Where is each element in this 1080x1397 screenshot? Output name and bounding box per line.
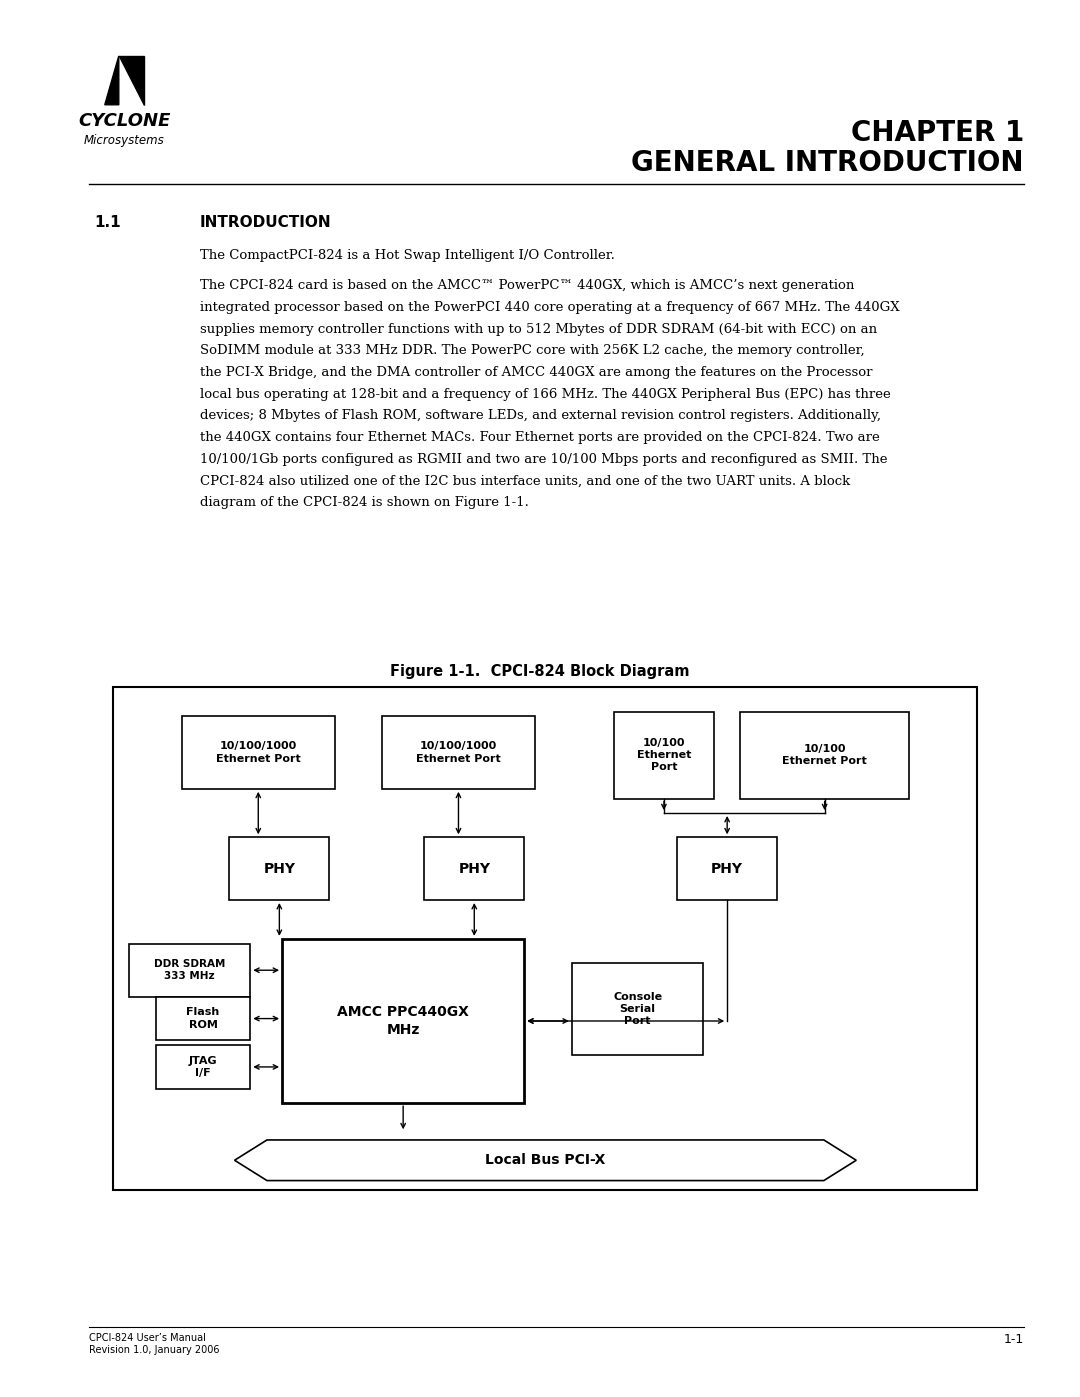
Bar — [677, 837, 778, 900]
Text: GENERAL INTRODUCTION: GENERAL INTRODUCTION — [632, 149, 1024, 177]
Text: PHY: PHY — [458, 862, 490, 876]
Text: CPCI-824 User’s Manual: CPCI-824 User’s Manual — [89, 1333, 205, 1343]
Text: CHAPTER 1: CHAPTER 1 — [851, 119, 1024, 147]
Text: CPCI-824 also utilized one of the I2C bus interface units, and one of the two UA: CPCI-824 also utilized one of the I2C bu… — [200, 474, 850, 488]
Text: local bus operating at 128-bit and a frequency of 166 MHz. The 440GX Peripheral : local bus operating at 128-bit and a fre… — [200, 387, 891, 401]
Text: 10/100/1000
Ethernet Port: 10/100/1000 Ethernet Port — [216, 742, 300, 764]
Text: The CPCI-824 card is based on the AMCC™ PowerPC™ 440GX, which is AMCC’s next gen: The CPCI-824 card is based on the AMCC™ … — [200, 279, 854, 292]
Bar — [113, 687, 977, 1190]
Text: 1.1: 1.1 — [94, 215, 121, 231]
Text: supplies memory controller functions with up to 512 Mbytes of DDR SDRAM (64-bit : supplies memory controller functions wit… — [200, 323, 877, 335]
Bar — [282, 939, 524, 1104]
Polygon shape — [105, 56, 119, 105]
Text: AMCC PPC440GX
MHz: AMCC PPC440GX MHz — [337, 1006, 469, 1037]
Text: 10/100/1000
Ethernet Port: 10/100/1000 Ethernet Port — [416, 742, 501, 764]
Text: Local Bus PCI-X: Local Bus PCI-X — [485, 1154, 606, 1168]
Bar — [229, 837, 329, 900]
Text: Flash
ROM: Flash ROM — [187, 1007, 219, 1030]
Text: the 440GX contains four Ethernet MACs. Four Ethernet ports are provided on the C: the 440GX contains four Ethernet MACs. F… — [200, 432, 879, 444]
Bar — [156, 1045, 251, 1088]
Bar — [571, 963, 703, 1055]
Text: DDR SDRAM
333 MHz: DDR SDRAM 333 MHz — [154, 958, 226, 982]
Text: Figure 1-1.  CPCI-824 Block Diagram: Figure 1-1. CPCI-824 Block Diagram — [390, 664, 690, 679]
Text: CYCLONE: CYCLONE — [78, 112, 171, 130]
Text: 10/100
Ethernet
Port: 10/100 Ethernet Port — [637, 738, 691, 773]
Text: JTAG
I/F: JTAG I/F — [189, 1056, 217, 1078]
Text: PHY: PHY — [264, 862, 295, 876]
Text: The CompactPCI-824 is a Hot Swap Intelligent I/O Controller.: The CompactPCI-824 is a Hot Swap Intelli… — [200, 249, 615, 261]
Bar — [382, 717, 535, 789]
Text: Console
Serial
Port: Console Serial Port — [613, 992, 662, 1027]
Text: integrated processor based on the PowerPCI 440 core operating at a frequency of : integrated processor based on the PowerP… — [200, 302, 900, 314]
Text: Microsystems: Microsystems — [84, 134, 164, 147]
Bar — [156, 997, 251, 1041]
Bar — [740, 711, 909, 799]
Text: the PCI-X Bridge, and the DMA controller of AMCC 440GX are among the features on: the PCI-X Bridge, and the DMA controller… — [200, 366, 873, 379]
Text: PHY: PHY — [711, 862, 743, 876]
Bar — [181, 717, 335, 789]
Polygon shape — [234, 1140, 856, 1180]
Text: diagram of the CPCI-824 is shown on Figure 1-1.: diagram of the CPCI-824 is shown on Figu… — [200, 496, 529, 509]
Text: Revision 1.0, January 2006: Revision 1.0, January 2006 — [89, 1345, 219, 1355]
Polygon shape — [119, 56, 144, 105]
Text: SoDIMM module at 333 MHz DDR. The PowerPC core with 256K L2 cache, the memory co: SoDIMM module at 333 MHz DDR. The PowerP… — [200, 345, 864, 358]
Text: 1-1: 1-1 — [1003, 1333, 1024, 1345]
Text: devices; 8 Mbytes of Flash ROM, software LEDs, and external revision control reg: devices; 8 Mbytes of Flash ROM, software… — [200, 409, 881, 422]
Bar — [424, 837, 524, 900]
Bar — [130, 943, 251, 997]
Bar — [613, 711, 714, 799]
Text: INTRODUCTION: INTRODUCTION — [200, 215, 332, 231]
Text: 10/100
Ethernet Port: 10/100 Ethernet Port — [782, 743, 867, 766]
Text: 10/100/1Gb ports configured as RGMII and two are 10/100 Mbps ports and reconfigu: 10/100/1Gb ports configured as RGMII and… — [200, 453, 888, 465]
